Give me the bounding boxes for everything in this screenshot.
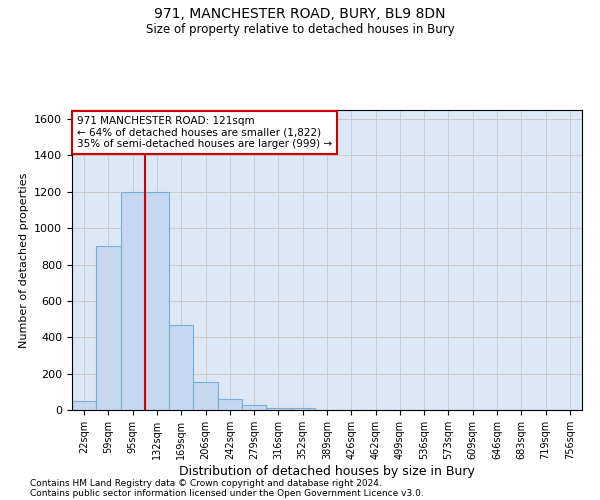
Text: Size of property relative to detached houses in Bury: Size of property relative to detached ho… xyxy=(146,22,454,36)
Bar xyxy=(72,401,96,410)
Bar xyxy=(169,324,193,410)
Bar xyxy=(242,404,266,410)
Bar xyxy=(121,192,145,410)
Text: 971 MANCHESTER ROAD: 121sqm
← 64% of detached houses are smaller (1,822)
35% of : 971 MANCHESTER ROAD: 121sqm ← 64% of det… xyxy=(77,116,332,149)
Y-axis label: Number of detached properties: Number of detached properties xyxy=(19,172,29,348)
X-axis label: Distribution of detached houses by size in Bury: Distribution of detached houses by size … xyxy=(179,464,475,477)
Bar xyxy=(145,192,169,410)
Text: Contains public sector information licensed under the Open Government Licence v3: Contains public sector information licen… xyxy=(30,488,424,498)
Text: Contains HM Land Registry data © Crown copyright and database right 2024.: Contains HM Land Registry data © Crown c… xyxy=(30,478,382,488)
Bar xyxy=(96,246,121,410)
Bar xyxy=(193,382,218,410)
Bar xyxy=(218,399,242,410)
Bar xyxy=(290,408,315,410)
Text: 971, MANCHESTER ROAD, BURY, BL9 8DN: 971, MANCHESTER ROAD, BURY, BL9 8DN xyxy=(154,8,446,22)
Bar xyxy=(266,408,290,410)
